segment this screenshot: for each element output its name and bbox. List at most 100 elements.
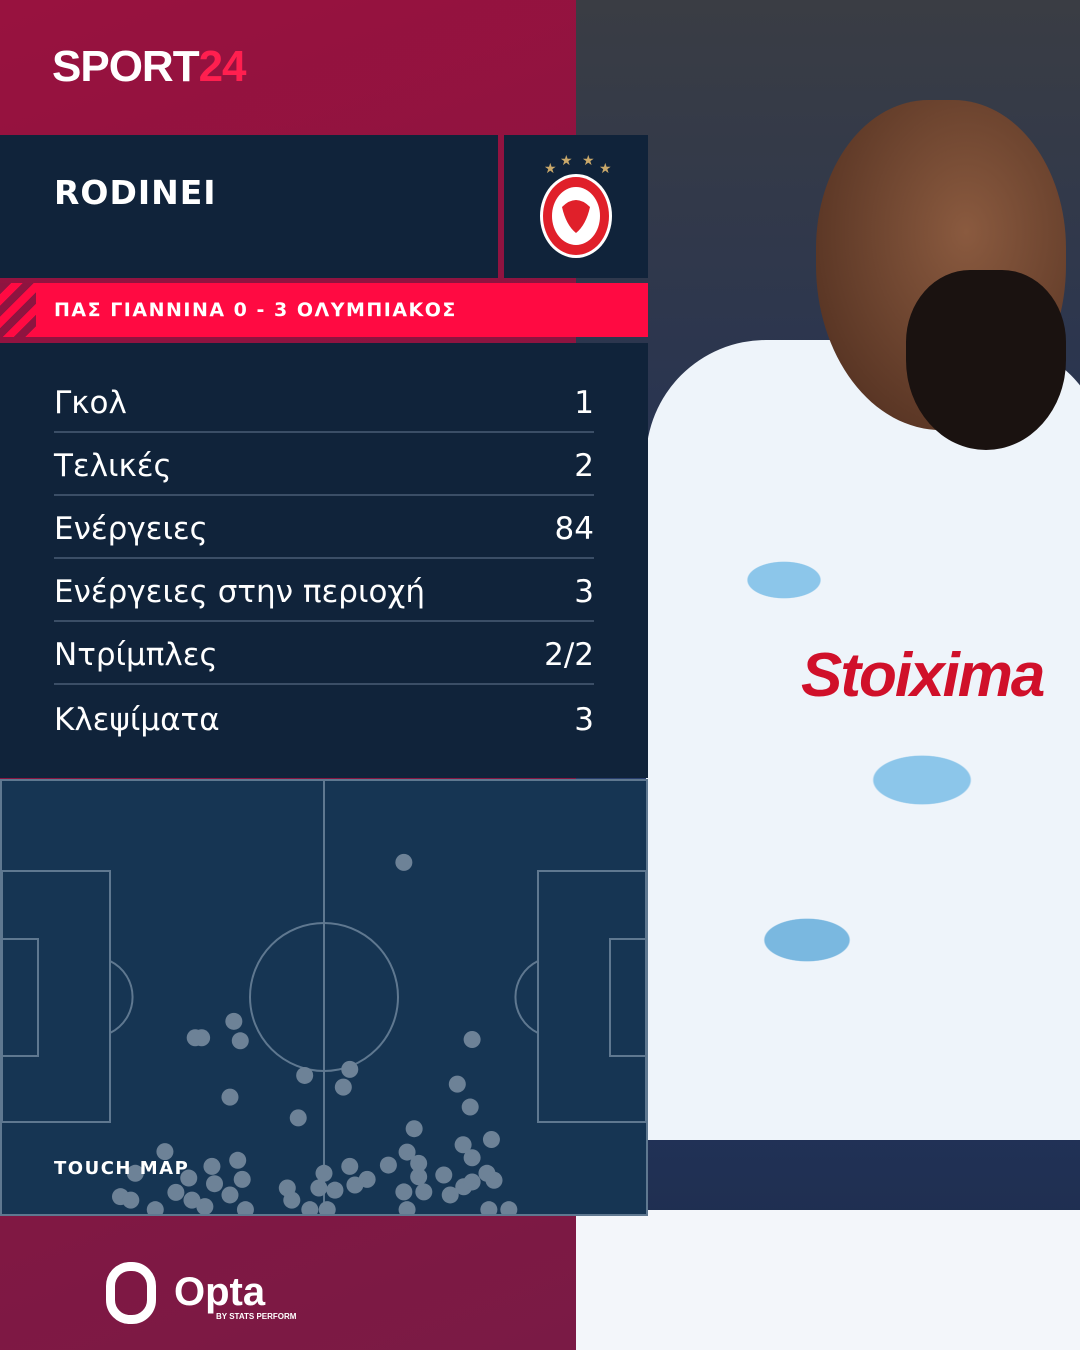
touch-point <box>358 1170 376 1188</box>
olympiacos-crest-icon: ★ ★ ★ ★ <box>540 153 612 258</box>
stat-value: 2/2 <box>544 637 594 673</box>
touch-point <box>334 1078 352 1096</box>
player-shirt <box>646 340 1080 1140</box>
touch-point <box>206 1175 224 1193</box>
left-penalty-area <box>1 870 111 1123</box>
stat-row: Ντρίμπλες 2/2 <box>54 622 594 685</box>
touch-point <box>231 1032 249 1050</box>
match-score: ΠΑΣ ΓΙΑΝΝΙΝΑ 0 - 3 ΟΛΥΜΠΙΑΚΟΣ <box>54 299 457 321</box>
touch-point <box>196 1198 214 1216</box>
touch-point <box>500 1201 518 1219</box>
stat-row: Γκολ 1 <box>54 370 594 433</box>
stat-label: Κλεψίματα <box>54 702 220 738</box>
touch-point <box>485 1171 503 1189</box>
touch-point <box>398 1143 416 1161</box>
touch-point <box>283 1191 301 1209</box>
stat-row: Ενέργειες στην περιοχή 3 <box>54 559 594 622</box>
match-banner <box>0 283 648 337</box>
stats-panel <box>0 343 648 778</box>
touch-point <box>318 1201 336 1219</box>
pitch-svg <box>1 781 647 1219</box>
stat-value: 3 <box>574 574 594 610</box>
touch-map-label: TOUCH MAP <box>54 1158 190 1179</box>
touch-point <box>289 1109 307 1127</box>
touch-point <box>126 1164 144 1182</box>
player-shorts <box>576 1210 1080 1350</box>
touch-point <box>395 853 413 871</box>
player-beard <box>906 270 1066 450</box>
player-photo: Stoixima <box>576 0 1080 1350</box>
left-six-yard-box <box>1 938 39 1057</box>
stat-label: Ντρίμπλες <box>54 637 218 673</box>
stat-value: 3 <box>574 702 594 738</box>
touch-point <box>156 1143 174 1161</box>
touch-point <box>379 1156 397 1174</box>
stat-value: 1 <box>574 385 594 421</box>
touch-point <box>410 1154 428 1172</box>
stat-label: Γκολ <box>54 385 127 421</box>
touch-point <box>122 1191 140 1209</box>
touch-point <box>183 1191 201 1209</box>
touch-point <box>315 1164 333 1182</box>
touch-point <box>221 1186 239 1204</box>
touch-point <box>480 1201 498 1219</box>
touch-point <box>341 1060 359 1078</box>
touch-point <box>405 1120 423 1138</box>
touch-point <box>398 1201 416 1219</box>
stat-value: 84 <box>554 511 594 547</box>
touch-point <box>310 1179 328 1197</box>
svg-text:★: ★ <box>582 153 595 169</box>
touch-point <box>415 1183 433 1201</box>
touch-point <box>435 1166 453 1184</box>
svg-text:★: ★ <box>599 161 612 177</box>
touch-point <box>410 1168 428 1186</box>
svg-text:★: ★ <box>560 153 573 169</box>
stat-value: 2 <box>574 448 594 484</box>
touch-point <box>236 1201 254 1219</box>
stat-row: Ενέργειες 84 <box>54 496 594 559</box>
touch-point <box>454 1136 472 1154</box>
shirt-sponsor: Stoixima <box>801 641 1045 710</box>
touch-point <box>229 1151 247 1169</box>
touch-point <box>146 1201 164 1219</box>
stat-row: Κλεψίματα 3 <box>54 685 594 748</box>
touch-point <box>193 1029 211 1047</box>
touch-point <box>395 1183 413 1201</box>
touch-point <box>463 1149 481 1167</box>
svg-text:★: ★ <box>544 161 557 177</box>
center-circle <box>249 922 399 1072</box>
touch-point <box>203 1157 221 1175</box>
touch-point <box>296 1066 314 1084</box>
right-penalty-arc <box>514 960 539 1034</box>
stat-label: Τελικές <box>54 448 172 484</box>
right-six-yard-box <box>609 938 647 1057</box>
player-name: RODINEI <box>54 173 217 212</box>
touch-point <box>233 1170 251 1188</box>
crest-panel: ★ ★ ★ ★ <box>504 135 648 278</box>
opta-subtitle: BY STATS PERFORM <box>216 1312 297 1321</box>
touch-point <box>301 1201 319 1219</box>
stat-label: Ενέργειες στην περιοχή <box>54 574 425 610</box>
player-name-panel <box>0 135 498 278</box>
sport24-logo: SPORT24 <box>52 42 247 91</box>
touch-point <box>461 1098 479 1116</box>
touch-point <box>341 1157 359 1175</box>
opta-mark-icon <box>106 1262 156 1324</box>
touch-point <box>448 1075 466 1093</box>
right-penalty-area <box>537 870 647 1123</box>
touch-point <box>225 1012 243 1030</box>
touch-point <box>482 1131 500 1149</box>
stripe-decoration <box>0 283 36 337</box>
stat-row: Τελικές 2 <box>54 433 594 496</box>
touch-point <box>221 1088 239 1106</box>
touch-map-pitch <box>0 779 648 1219</box>
touch-point <box>463 1173 481 1191</box>
opta-wordmark: Opta <box>174 1270 266 1314</box>
touch-point <box>180 1169 198 1187</box>
touch-point <box>167 1183 185 1201</box>
touch-point <box>463 1031 481 1049</box>
stat-label: Ενέργειες <box>54 511 208 547</box>
touch-point <box>326 1181 344 1199</box>
touch-point <box>441 1186 459 1204</box>
left-penalty-arc <box>109 960 134 1034</box>
